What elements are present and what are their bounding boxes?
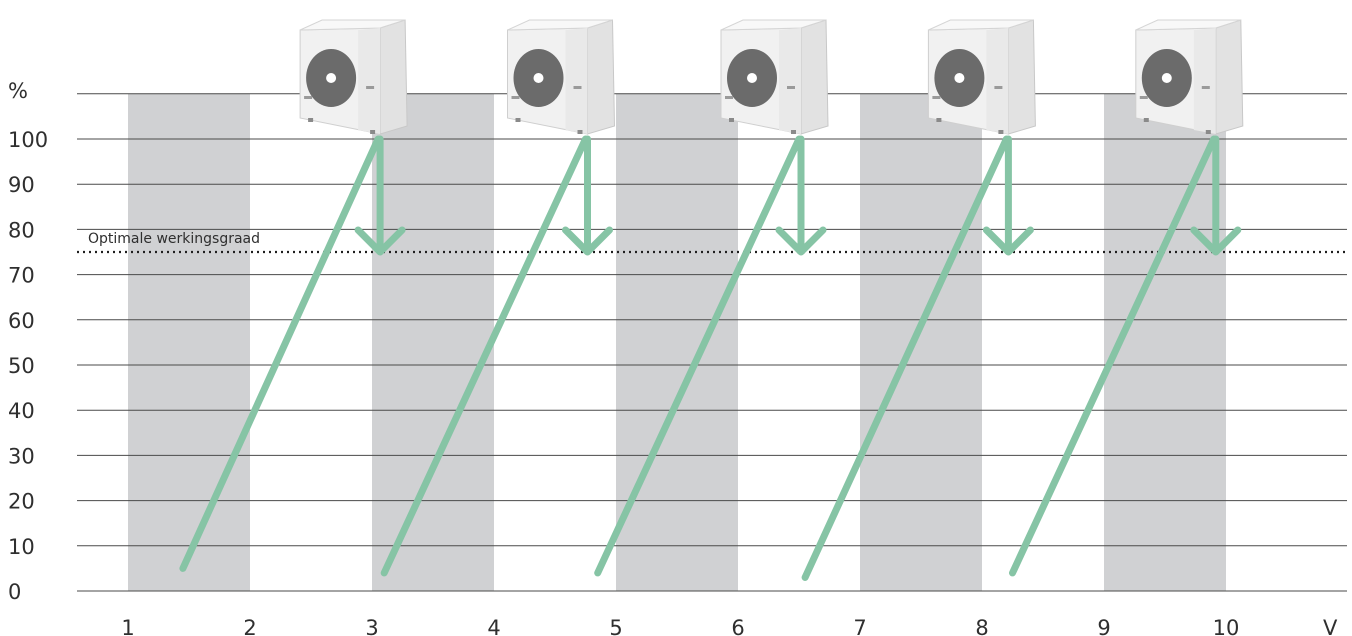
heat-pump-unit-icon [927,19,1036,135]
x-axis-ticks: 1 2 3 4 5 6 7 8 9 10 [121,616,1239,636]
x-tick-label: 3 [365,616,378,636]
x-tick-label: 4 [487,616,500,636]
shaded-band-4 [860,93,982,592]
y-tick-label: 10 [8,535,35,559]
cycle-lines [179,135,1242,581]
gridlines [77,93,1347,592]
x-axis-label: V [1323,616,1338,636]
y-tick-label: 20 [8,490,35,514]
y-tick-label: 40 [8,399,35,423]
y-tick-label: 60 [8,309,35,333]
rise-line-3 [594,135,803,577]
drop-arrow-head-5 [1190,226,1242,256]
y-tick-label: 30 [8,444,35,468]
y-tick-label: 70 [8,264,35,288]
x-tick-label: 9 [1097,616,1110,636]
x-tick-label: 1 [121,616,134,636]
rise-line-1 [179,135,382,572]
heat-pump-unit-icon [299,19,408,135]
y-tick-label: 0 [8,580,21,604]
y-tick-label: 50 [8,354,35,378]
heat-pump-unit-icon [1135,19,1244,135]
heat-pump-unit-icon [720,19,829,135]
drop-arrow-head-2 [562,226,613,256]
y-axis-label: % [8,79,28,103]
x-tick-label: 8 [975,616,988,636]
y-tick-label: 90 [8,173,35,197]
y-axis-ticks: 0 10 20 30 40 50 60 70 80 90 100 [8,128,48,604]
x-tick-label: 7 [853,616,866,636]
shaded-band-5 [1104,93,1226,592]
heat-pump-unit-icon [507,19,616,135]
shaded-bands [128,93,1226,592]
drop-arrow-head-1 [354,226,406,256]
shaded-band-2 [372,93,494,592]
heat-pump-units [299,19,1244,135]
shaded-band-1 [128,93,250,592]
rise-line-5 [1009,135,1218,577]
optimal-efficiency-label: Optimale werkingsgraad [88,231,260,247]
x-tick-label: 5 [609,616,622,636]
drop-arrow-head-4 [982,226,1034,256]
y-tick-label: 100 [8,128,48,152]
rise-line-2 [380,135,589,577]
shaded-band-3 [616,93,738,592]
drop-arrow-head-3 [775,226,827,256]
x-tick-label: 2 [243,616,256,636]
y-tick-label: 80 [8,218,35,242]
x-tick-label: 6 [731,616,744,636]
x-tick-label: 10 [1213,616,1240,636]
rise-line-4 [801,135,1010,581]
